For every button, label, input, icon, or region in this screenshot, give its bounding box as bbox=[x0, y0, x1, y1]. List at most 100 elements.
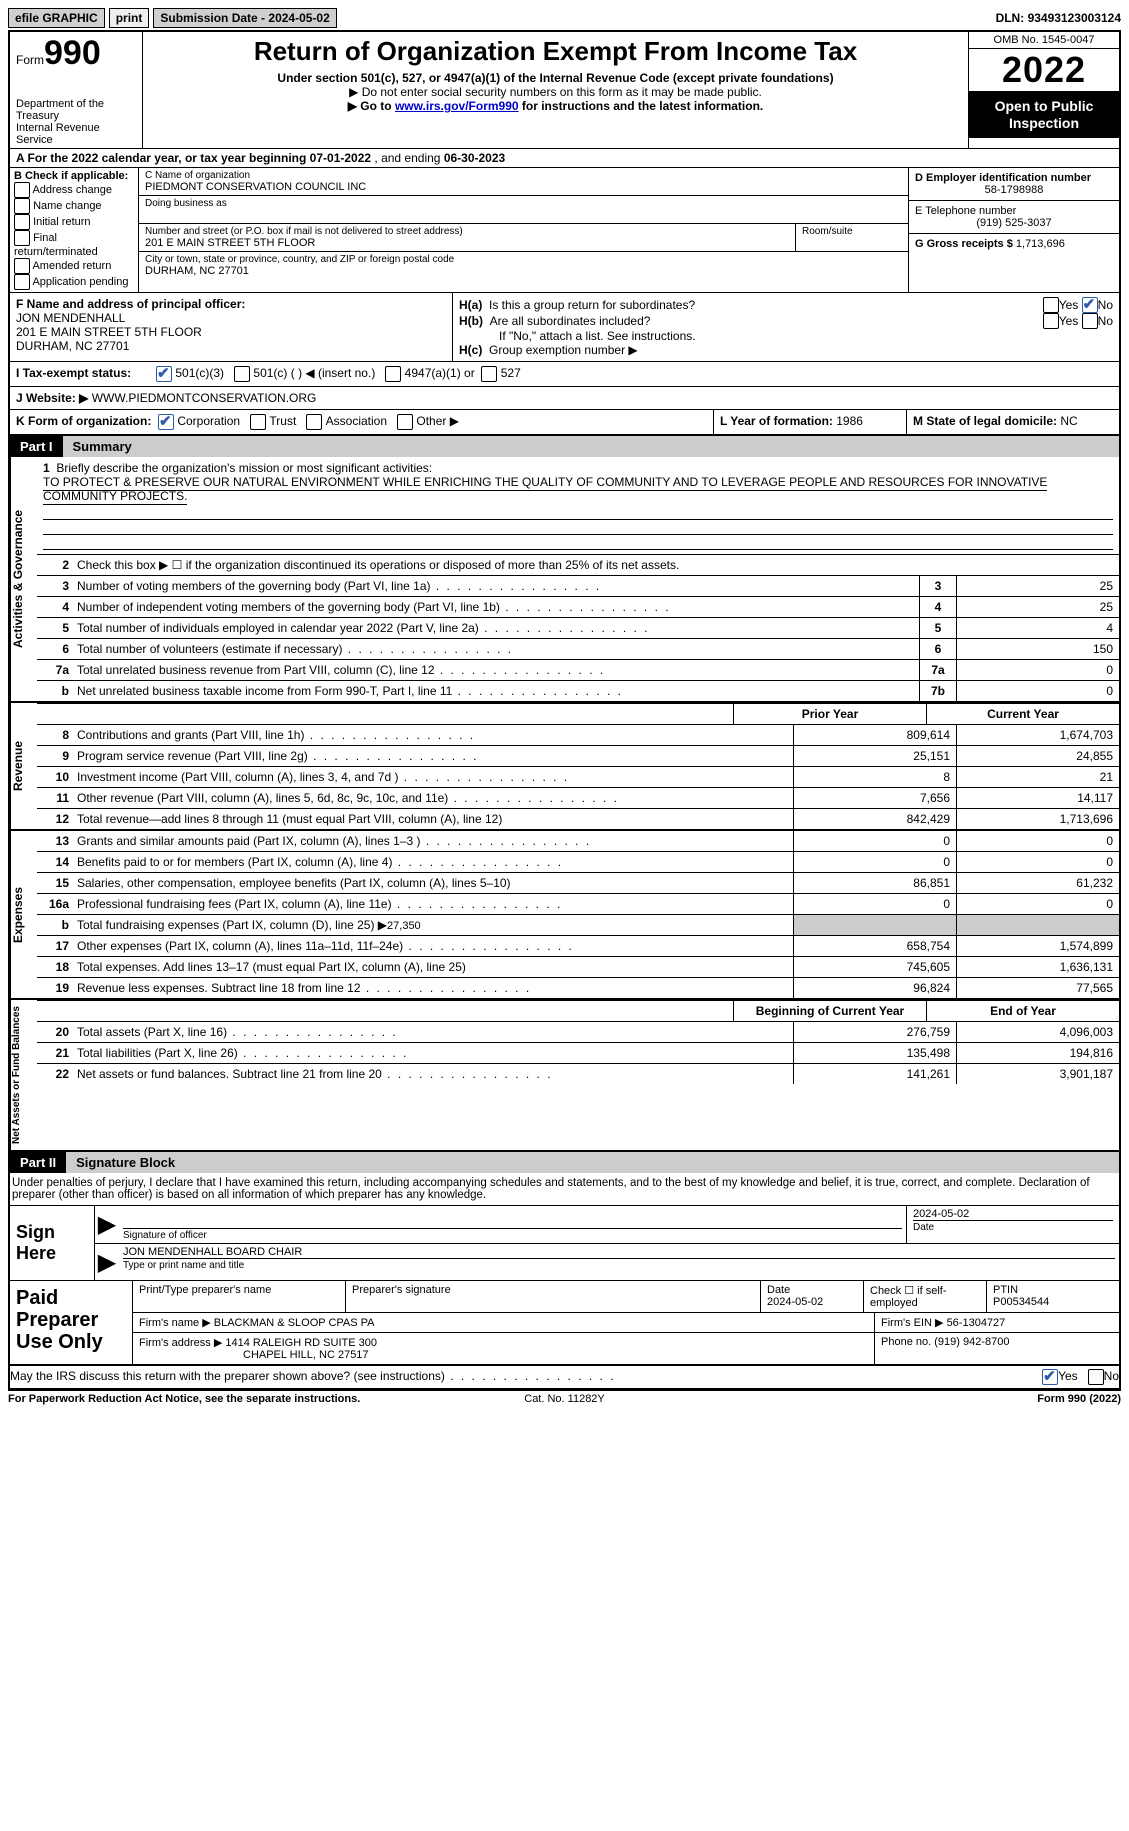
gross-value: 1,713,696 bbox=[1016, 238, 1065, 250]
h-a-yes-check[interactable] bbox=[1043, 297, 1059, 313]
firm-phone: Phone no. (919) 942-8700 bbox=[875, 1333, 1119, 1364]
line-14: 14Benefits paid to or for members (Part … bbox=[37, 851, 1119, 872]
sig-date-value: 2024-05-02 bbox=[913, 1208, 1113, 1220]
sig-name-label: Type or print name and title bbox=[123, 1258, 1115, 1271]
f-label: F Name and address of principal officer: bbox=[16, 297, 245, 311]
line-14-text: Benefits paid to or for members (Part IX… bbox=[73, 852, 793, 872]
top-toolbar: efile GRAPHIC print Submission Date - 20… bbox=[8, 8, 1121, 28]
chk-name-change[interactable] bbox=[14, 198, 30, 214]
line-8: 8Contributions and grants (Part VIII, li… bbox=[37, 724, 1119, 745]
h-b-yes-check[interactable] bbox=[1043, 313, 1059, 329]
chk-527[interactable] bbox=[481, 366, 497, 382]
part-i-header: Part I Summary bbox=[10, 436, 1119, 457]
form-header: Form990 Department of the Treasury Inter… bbox=[10, 32, 1119, 149]
line-15-curr: 61,232 bbox=[956, 873, 1119, 893]
col-b-head: B Check if applicable: bbox=[14, 170, 134, 182]
h-b-no: No bbox=[1098, 314, 1113, 328]
l-value: 1986 bbox=[836, 414, 863, 428]
form-note-link: ▶ Go to www.irs.gov/Form990 for instruct… bbox=[153, 99, 958, 113]
m-label: M State of legal domicile: bbox=[913, 414, 1060, 428]
line-6-val: 150 bbox=[956, 639, 1119, 659]
chk-final-return[interactable] bbox=[14, 230, 30, 246]
chk-amended-return[interactable] bbox=[14, 258, 30, 274]
form-subtitle: Under section 501(c), 527, or 4947(a)(1)… bbox=[153, 71, 958, 85]
line-16b-prior bbox=[793, 915, 956, 935]
line-22-beg: 141,261 bbox=[793, 1064, 956, 1084]
submission-date-box: Submission Date - 2024-05-02 bbox=[153, 8, 336, 28]
dba-cell: Doing business as bbox=[139, 196, 908, 224]
sig-date-label: Date bbox=[913, 1220, 1113, 1233]
chk-address-change[interactable] bbox=[14, 182, 30, 198]
dept-treasury: Department of the Treasury bbox=[16, 98, 136, 122]
line-19-text: Revenue less expenses. Subtract line 18 … bbox=[73, 978, 793, 998]
paid-row-2: Firm's name ▶ BLACKMAN & SLOOP CPAS PA F… bbox=[133, 1313, 1119, 1333]
line-9-curr: 24,855 bbox=[956, 746, 1119, 766]
line-7b: bNet unrelated business taxable income f… bbox=[37, 680, 1119, 701]
mission-text: TO PROTECT & PRESERVE OUR NATURAL ENVIRO… bbox=[43, 475, 1047, 505]
sig-officer-field: Signature of officer bbox=[119, 1206, 906, 1243]
officer-addr1: 201 E MAIN STREET 5TH FLOOR bbox=[16, 325, 202, 339]
line-12-text: Total revenue—add lines 8 through 11 (mu… bbox=[73, 809, 793, 829]
line-16b: b Total fundraising expenses (Part IX, c… bbox=[37, 914, 1119, 935]
form-title: Return of Organization Exempt From Incom… bbox=[153, 36, 958, 67]
line-5-val: 4 bbox=[956, 618, 1119, 638]
part-ii-header: Part II Signature Block bbox=[10, 1152, 1119, 1173]
dln-box: DLN: 93493123003124 bbox=[996, 11, 1121, 25]
line-9-prior: 25,151 bbox=[793, 746, 956, 766]
chk-corporation[interactable] bbox=[158, 414, 174, 430]
chk-other[interactable] bbox=[397, 414, 413, 430]
line-8-curr: 1,674,703 bbox=[956, 725, 1119, 745]
i-label: I Tax-exempt status: bbox=[16, 366, 156, 382]
l-label: L Year of formation: bbox=[720, 414, 836, 428]
line-16a-curr: 0 bbox=[956, 894, 1119, 914]
line-21-end: 194,816 bbox=[956, 1043, 1119, 1063]
opt-501c: 501(c) ( ) ◀ (insert no.) bbox=[253, 366, 375, 382]
chk-association[interactable] bbox=[306, 414, 322, 430]
irs-label: Internal Revenue Service bbox=[16, 122, 136, 146]
chk-4947[interactable] bbox=[385, 366, 401, 382]
line-1-label: Briefly describe the organization's miss… bbox=[56, 461, 432, 475]
line-7a-val: 0 bbox=[956, 660, 1119, 680]
line-16b-curr bbox=[956, 915, 1119, 935]
submission-date-value: 2024-05-02 bbox=[268, 11, 329, 25]
irs-no-check[interactable] bbox=[1088, 1369, 1104, 1385]
paid-preparer-block: Paid Preparer Use Only Print/Type prepar… bbox=[10, 1281, 1119, 1366]
col-c: C Name of organization PIEDMONT CONSERVA… bbox=[139, 168, 908, 292]
city-value: DURHAM, NC 27701 bbox=[145, 265, 902, 277]
efile-button[interactable]: efile GRAPHIC bbox=[8, 8, 105, 28]
submission-date-label: Submission Date - bbox=[160, 11, 268, 25]
line-14-curr: 0 bbox=[956, 852, 1119, 872]
line-3: 3Number of voting members of the governi… bbox=[37, 575, 1119, 596]
line-22: 22Net assets or fund balances. Subtract … bbox=[37, 1063, 1119, 1084]
e-label: E Telephone number bbox=[915, 205, 1113, 217]
chk-initial-return[interactable] bbox=[14, 214, 30, 230]
irs-yes-check[interactable] bbox=[1042, 1369, 1058, 1385]
irs-no: No bbox=[1104, 1369, 1119, 1383]
side-expenses: Expenses bbox=[10, 831, 37, 998]
f-block: F Name and address of principal officer:… bbox=[10, 293, 453, 361]
row-j: J Website: ▶ WWW.PIEDMONTCONSERVATION.OR… bbox=[10, 387, 1119, 410]
line-4: 4Number of independent voting members of… bbox=[37, 596, 1119, 617]
h-b-no-check[interactable] bbox=[1082, 313, 1098, 329]
chk-501c[interactable] bbox=[234, 366, 250, 382]
h-a-no: No bbox=[1098, 298, 1113, 312]
firm-name: Firm's name ▶ BLACKMAN & SLOOP CPAS PA bbox=[133, 1313, 875, 1332]
chk-501c3[interactable] bbox=[156, 366, 172, 382]
website-value: WWW.PIEDMONTCONSERVATION.ORG bbox=[92, 391, 317, 405]
irs-link[interactable]: www.irs.gov/Form990 bbox=[395, 99, 519, 113]
col-b: B Check if applicable: Address change Na… bbox=[10, 168, 139, 292]
net-header: Beginning of Current Year End of Year bbox=[37, 1000, 1119, 1021]
address-cell: Number and street (or P.O. box if mail i… bbox=[139, 224, 908, 252]
section-net-assets: Net Assets or Fund Balances Beginning of… bbox=[10, 1000, 1119, 1152]
g-label: G Gross receipts $ bbox=[915, 238, 1016, 250]
m-value: NC bbox=[1060, 414, 1077, 428]
firm-ein: Firm's EIN ▶ 56-1304727 bbox=[875, 1313, 1119, 1332]
preparer-ptin: PTINP00534544 bbox=[987, 1281, 1119, 1312]
chk-trust[interactable] bbox=[250, 414, 266, 430]
line-9-text: Program service revenue (Part VIII, line… bbox=[73, 746, 793, 766]
line-18-text: Total expenses. Add lines 13–17 (must eq… bbox=[73, 957, 793, 977]
h-a-no-check[interactable] bbox=[1082, 297, 1098, 313]
header-middle: Return of Organization Exempt From Incom… bbox=[143, 32, 968, 148]
chk-application-pending[interactable] bbox=[14, 274, 30, 290]
print-button[interactable]: print bbox=[109, 8, 150, 28]
